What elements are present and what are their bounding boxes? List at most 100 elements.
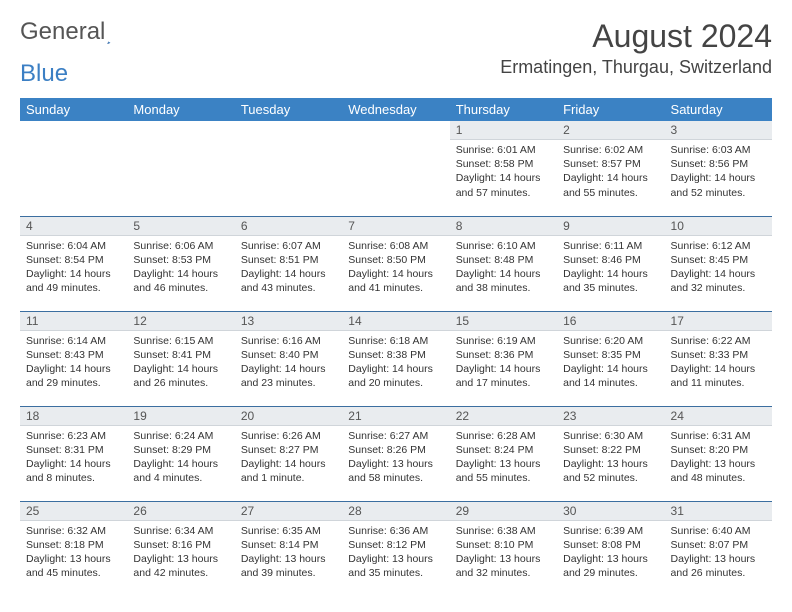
daylight-line: Daylight: 13 hours and 35 minutes. bbox=[348, 552, 443, 580]
sunrise-line: Sunrise: 6:23 AM bbox=[26, 429, 121, 443]
sunrise-line: Sunrise: 6:11 AM bbox=[563, 239, 658, 253]
calendar-day: 1Sunrise: 6:01 AMSunset: 8:58 PMDaylight… bbox=[450, 121, 557, 216]
daylight-line: Daylight: 14 hours and 1 minute. bbox=[241, 457, 336, 485]
sunrise-line: Sunrise: 6:10 AM bbox=[456, 239, 551, 253]
day-number: 25 bbox=[20, 502, 127, 521]
day-body: Sunrise: 6:39 AMSunset: 8:08 PMDaylight:… bbox=[557, 521, 664, 587]
day-number: 14 bbox=[342, 312, 449, 331]
calendar-day: 2Sunrise: 6:02 AMSunset: 8:57 PMDaylight… bbox=[557, 121, 664, 216]
calendar-day-empty bbox=[235, 121, 342, 216]
calendar-day: 15Sunrise: 6:19 AMSunset: 8:36 PMDayligh… bbox=[450, 311, 557, 406]
day-body: Sunrise: 6:03 AMSunset: 8:56 PMDaylight:… bbox=[665, 140, 772, 206]
day-number: 19 bbox=[127, 407, 234, 426]
daylight-line: Daylight: 13 hours and 45 minutes. bbox=[26, 552, 121, 580]
sunrise-line: Sunrise: 6:03 AM bbox=[671, 143, 766, 157]
day-body: Sunrise: 6:20 AMSunset: 8:35 PMDaylight:… bbox=[557, 331, 664, 397]
day-body: Sunrise: 6:40 AMSunset: 8:07 PMDaylight:… bbox=[665, 521, 772, 587]
calendar-day: 14Sunrise: 6:18 AMSunset: 8:38 PMDayligh… bbox=[342, 311, 449, 406]
sunrise-line: Sunrise: 6:20 AM bbox=[563, 334, 658, 348]
sunset-line: Sunset: 8:22 PM bbox=[563, 443, 658, 457]
sunset-line: Sunset: 8:29 PM bbox=[133, 443, 228, 457]
day-body: Sunrise: 6:15 AMSunset: 8:41 PMDaylight:… bbox=[127, 331, 234, 397]
sunrise-line: Sunrise: 6:36 AM bbox=[348, 524, 443, 538]
sunrise-line: Sunrise: 6:38 AM bbox=[456, 524, 551, 538]
daylight-line: Daylight: 14 hours and 49 minutes. bbox=[26, 267, 121, 295]
day-number: 23 bbox=[557, 407, 664, 426]
day-number: 30 bbox=[557, 502, 664, 521]
daylight-line: Daylight: 14 hours and 52 minutes. bbox=[671, 171, 766, 199]
calendar-week: 1Sunrise: 6:01 AMSunset: 8:58 PMDaylight… bbox=[20, 121, 772, 216]
daylight-line: Daylight: 14 hours and 8 minutes. bbox=[26, 457, 121, 485]
day-body: Sunrise: 6:35 AMSunset: 8:14 PMDaylight:… bbox=[235, 521, 342, 587]
day-header: Monday bbox=[127, 98, 234, 121]
sunrise-line: Sunrise: 6:22 AM bbox=[671, 334, 766, 348]
daylight-line: Daylight: 14 hours and 23 minutes. bbox=[241, 362, 336, 390]
sunrise-line: Sunrise: 6:02 AM bbox=[563, 143, 658, 157]
daylight-line: Daylight: 13 hours and 39 minutes. bbox=[241, 552, 336, 580]
calendar-day: 13Sunrise: 6:16 AMSunset: 8:40 PMDayligh… bbox=[235, 311, 342, 406]
logo-text-general: General bbox=[20, 18, 105, 46]
day-body: Sunrise: 6:16 AMSunset: 8:40 PMDaylight:… bbox=[235, 331, 342, 397]
sunset-line: Sunset: 8:48 PM bbox=[456, 253, 551, 267]
day-body: Sunrise: 6:34 AMSunset: 8:16 PMDaylight:… bbox=[127, 521, 234, 587]
day-body: Sunrise: 6:18 AMSunset: 8:38 PMDaylight:… bbox=[342, 331, 449, 397]
day-number: 21 bbox=[342, 407, 449, 426]
day-body: Sunrise: 6:28 AMSunset: 8:24 PMDaylight:… bbox=[450, 426, 557, 492]
calendar-day: 11Sunrise: 6:14 AMSunset: 8:43 PMDayligh… bbox=[20, 311, 127, 406]
day-body: Sunrise: 6:32 AMSunset: 8:18 PMDaylight:… bbox=[20, 521, 127, 587]
day-body: Sunrise: 6:19 AMSunset: 8:36 PMDaylight:… bbox=[450, 331, 557, 397]
sunrise-line: Sunrise: 6:26 AM bbox=[241, 429, 336, 443]
day-header-row: SundayMondayTuesdayWednesdayThursdayFrid… bbox=[20, 98, 772, 121]
sunset-line: Sunset: 8:18 PM bbox=[26, 538, 121, 552]
month-title: August 2024 bbox=[500, 18, 772, 55]
day-body: Sunrise: 6:02 AMSunset: 8:57 PMDaylight:… bbox=[557, 140, 664, 206]
sunrise-line: Sunrise: 6:06 AM bbox=[133, 239, 228, 253]
logo: General bbox=[20, 18, 131, 46]
day-number: 11 bbox=[20, 312, 127, 331]
calendar-day: 29Sunrise: 6:38 AMSunset: 8:10 PMDayligh… bbox=[450, 501, 557, 596]
sunrise-line: Sunrise: 6:14 AM bbox=[26, 334, 121, 348]
daylight-line: Daylight: 14 hours and 46 minutes. bbox=[133, 267, 228, 295]
daylight-line: Daylight: 13 hours and 29 minutes. bbox=[563, 552, 658, 580]
calendar-day: 4Sunrise: 6:04 AMSunset: 8:54 PMDaylight… bbox=[20, 216, 127, 311]
sunset-line: Sunset: 8:27 PM bbox=[241, 443, 336, 457]
day-body: Sunrise: 6:10 AMSunset: 8:48 PMDaylight:… bbox=[450, 236, 557, 302]
daylight-line: Daylight: 14 hours and 11 minutes. bbox=[671, 362, 766, 390]
daylight-line: Daylight: 13 hours and 42 minutes. bbox=[133, 552, 228, 580]
day-number: 22 bbox=[450, 407, 557, 426]
calendar-day: 10Sunrise: 6:12 AMSunset: 8:45 PMDayligh… bbox=[665, 216, 772, 311]
sunrise-line: Sunrise: 6:24 AM bbox=[133, 429, 228, 443]
day-number: 10 bbox=[665, 217, 772, 236]
day-number: 28 bbox=[342, 502, 449, 521]
sunset-line: Sunset: 8:20 PM bbox=[671, 443, 766, 457]
day-number: 15 bbox=[450, 312, 557, 331]
daylight-line: Daylight: 14 hours and 43 minutes. bbox=[241, 267, 336, 295]
daylight-line: Daylight: 14 hours and 32 minutes. bbox=[671, 267, 766, 295]
day-number: 5 bbox=[127, 217, 234, 236]
day-number: 17 bbox=[665, 312, 772, 331]
daylight-line: Daylight: 14 hours and 14 minutes. bbox=[563, 362, 658, 390]
daylight-line: Daylight: 14 hours and 20 minutes. bbox=[348, 362, 443, 390]
day-header: Saturday bbox=[665, 98, 772, 121]
sunset-line: Sunset: 8:10 PM bbox=[456, 538, 551, 552]
sunset-line: Sunset: 8:07 PM bbox=[671, 538, 766, 552]
calendar-day: 31Sunrise: 6:40 AMSunset: 8:07 PMDayligh… bbox=[665, 501, 772, 596]
sunset-line: Sunset: 8:58 PM bbox=[456, 157, 551, 171]
day-number: 1 bbox=[450, 121, 557, 140]
day-header: Tuesday bbox=[235, 98, 342, 121]
daylight-line: Daylight: 14 hours and 55 minutes. bbox=[563, 171, 658, 199]
calendar-day: 7Sunrise: 6:08 AMSunset: 8:50 PMDaylight… bbox=[342, 216, 449, 311]
sunrise-line: Sunrise: 6:30 AM bbox=[563, 429, 658, 443]
calendar-day: 23Sunrise: 6:30 AMSunset: 8:22 PMDayligh… bbox=[557, 406, 664, 501]
sunrise-line: Sunrise: 6:35 AM bbox=[241, 524, 336, 538]
day-body: Sunrise: 6:38 AMSunset: 8:10 PMDaylight:… bbox=[450, 521, 557, 587]
calendar-day: 3Sunrise: 6:03 AMSunset: 8:56 PMDaylight… bbox=[665, 121, 772, 216]
calendar-week: 18Sunrise: 6:23 AMSunset: 8:31 PMDayligh… bbox=[20, 406, 772, 501]
day-number: 7 bbox=[342, 217, 449, 236]
calendar-day: 24Sunrise: 6:31 AMSunset: 8:20 PMDayligh… bbox=[665, 406, 772, 501]
sunset-line: Sunset: 8:31 PM bbox=[26, 443, 121, 457]
sunset-line: Sunset: 8:56 PM bbox=[671, 157, 766, 171]
calendar-day: 21Sunrise: 6:27 AMSunset: 8:26 PMDayligh… bbox=[342, 406, 449, 501]
calendar-day: 16Sunrise: 6:20 AMSunset: 8:35 PMDayligh… bbox=[557, 311, 664, 406]
day-header: Thursday bbox=[450, 98, 557, 121]
